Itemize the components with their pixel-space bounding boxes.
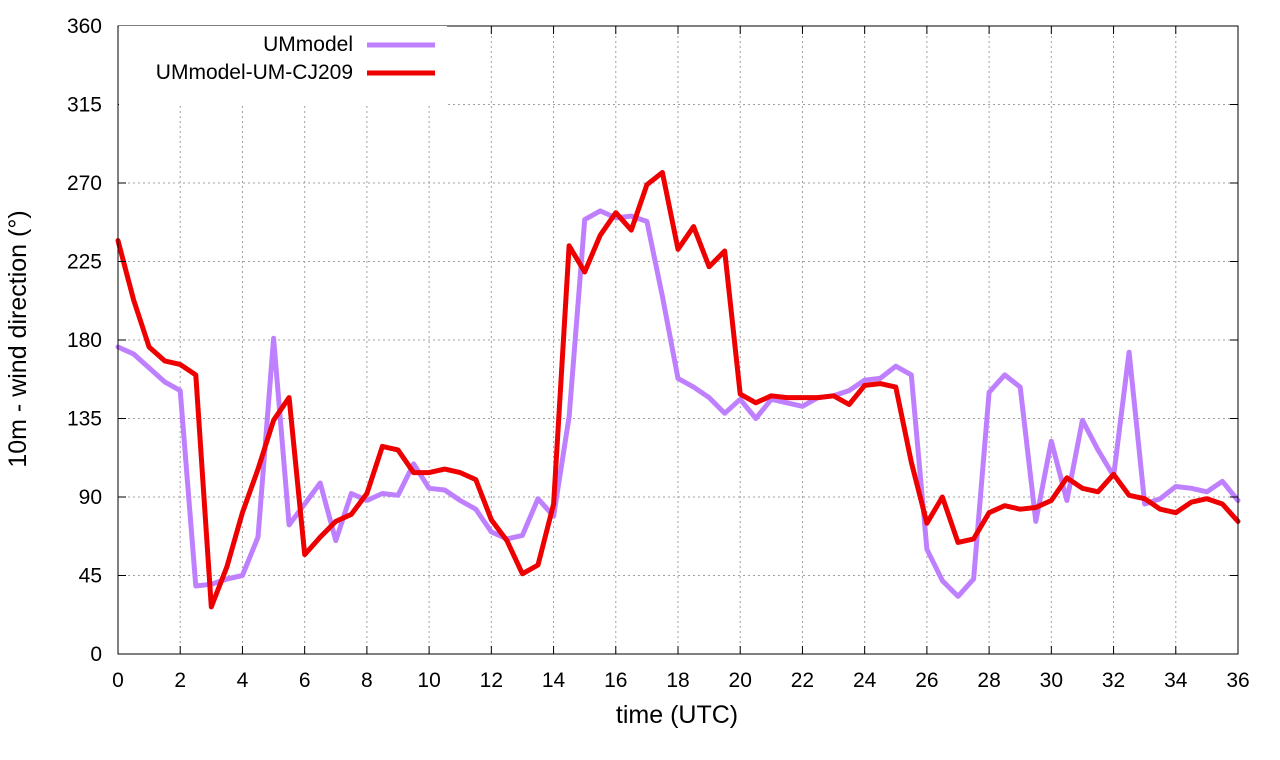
x-tick-label-22: 22 <box>791 669 814 692</box>
x-tick-label-36: 36 <box>1226 669 1249 692</box>
series-lines <box>115 170 1241 610</box>
x-tick-label-14: 14 <box>542 669 566 692</box>
legend-label-ummodel-um-cj209: UMmodel-UM-CJ209 <box>156 61 353 84</box>
y-axis-label: 10m - wind direction (°) <box>4 210 32 467</box>
x-tick-label-28: 28 <box>977 669 1000 692</box>
x-tick-label-6: 6 <box>299 669 311 692</box>
y-tick-label-135: 135 <box>67 408 102 431</box>
x-tick-label-20: 20 <box>729 669 752 692</box>
x-tick-label-32: 32 <box>1102 669 1125 692</box>
x-tick-label-10: 10 <box>417 669 440 692</box>
legend-background <box>119 26 447 106</box>
x-tick-label-4: 4 <box>237 669 249 692</box>
x-tick-label-24: 24 <box>853 669 877 692</box>
y-tick-label-360: 360 <box>67 15 102 38</box>
x-tick-label-18: 18 <box>666 669 689 692</box>
y-tick-label-180: 180 <box>67 329 102 352</box>
series-line-ummodel-um-cj209 <box>115 170 1241 610</box>
y-tick-label-270: 270 <box>67 172 102 195</box>
y-tick-label-315: 315 <box>67 94 102 117</box>
legend-label-ummodel: UMmodel <box>263 33 353 56</box>
x-tick-label-34: 34 <box>1164 669 1188 692</box>
x-axis-label: time (UTC) <box>616 701 738 729</box>
x-tick-label-12: 12 <box>480 669 503 692</box>
x-tick-label-30: 30 <box>1040 669 1063 692</box>
x-tick-label-26: 26 <box>915 669 938 692</box>
series-line-ummodel <box>115 208 1241 599</box>
x-tick-label-16: 16 <box>604 669 627 692</box>
y-tick-label-0: 0 <box>90 643 102 666</box>
y-tick-label-225: 225 <box>67 251 102 274</box>
x-tick-label-0: 0 <box>112 669 124 692</box>
y-tick-label-90: 90 <box>79 486 102 509</box>
axis-ticks: 0 2 4 6 8 10 12 14 16 18 20 22 24 26 28 30 32 34 360459013… <box>67 15 1250 692</box>
x-tick-label-8: 8 <box>361 669 373 692</box>
legend: UMmodel UMmodel-UM-CJ209 <box>119 26 447 106</box>
y-tick-label-45: 45 <box>79 565 102 588</box>
x-tick-label-2: 2 <box>174 669 186 692</box>
